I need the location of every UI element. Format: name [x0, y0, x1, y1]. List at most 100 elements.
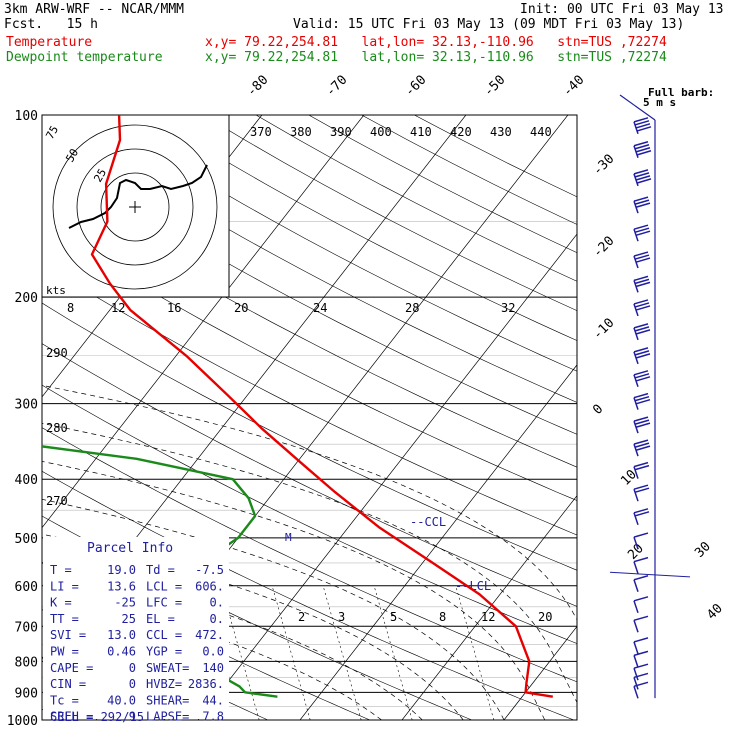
wind-barb	[633, 672, 649, 690]
speed-label: 16	[167, 301, 181, 315]
temperature-location: x,y= 79.22,254.81 lat,lon= 32.13,-110.96…	[205, 35, 667, 50]
dry-adiabat-360	[42, 224, 577, 501]
isotherm-30	[606, 115, 740, 720]
parcel-param-name: SVI =	[50, 628, 86, 642]
dry-adiabat-340	[42, 302, 577, 571]
mixing-ratio-line	[271, 585, 311, 720]
wind-barb	[633, 615, 649, 633]
parcel-param-value: -7.5	[195, 563, 224, 577]
barb-staff-top	[619, 94, 656, 121]
wind-barb	[633, 416, 651, 434]
wind-barb	[633, 347, 651, 365]
dry-adiabat-450	[361, 115, 577, 225]
wind-barb	[633, 508, 650, 526]
theta-label: 410	[410, 125, 432, 139]
moist-adiabat-20	[42, 498, 505, 720]
wind-barb	[633, 596, 649, 614]
dry-adiabat-320	[42, 384, 577, 644]
parcel-param-name: SHEAR=	[146, 693, 189, 707]
isotherm--40	[42, 115, 365, 529]
temperature-legend: Temperature	[6, 35, 93, 50]
hodograph-ring	[100, 172, 170, 242]
pressure-label: 300	[15, 398, 38, 413]
parcel-param-name: YGP =	[146, 645, 182, 659]
parcel-param-value: 19.0	[107, 563, 136, 577]
parcel-info-title: Parcel Info	[87, 541, 173, 556]
isotherm-label: 40	[704, 601, 726, 623]
wind-barb	[633, 299, 651, 317]
speed-label: 28	[405, 301, 419, 315]
hodograph-ring-label: 50	[63, 147, 81, 165]
theta-e-label: 290	[46, 346, 68, 360]
parcel-param-value: 0.	[210, 596, 224, 610]
wind-barb	[633, 117, 652, 135]
wind-barb	[633, 224, 651, 242]
wind-barb	[633, 275, 651, 293]
init-time: Init: 00 UTC Fri 03 May 13	[520, 2, 724, 17]
isotherm-label: -10	[590, 316, 617, 343]
wind-barb	[633, 650, 649, 668]
parcel-param-value: 140	[202, 661, 224, 675]
dry-adiabat-350	[42, 263, 577, 536]
wind-barb	[633, 141, 652, 158]
isotherm-label: 0	[590, 402, 606, 418]
plot-border	[41, 114, 578, 721]
hodograph-ring-label: 25	[91, 167, 109, 185]
parcel-param-name: Td =	[146, 563, 175, 577]
parcel-param-name: LFC =	[146, 596, 182, 610]
dry-adiabat-400	[97, 115, 577, 372]
mixing-ratio-label: 5	[390, 610, 397, 624]
moist-adiabat-32	[42, 384, 577, 621]
dry-adiabat-310	[42, 427, 577, 683]
isotherm-10	[401, 495, 577, 720]
wind-barb	[633, 370, 651, 388]
mixing-ratio-label: 20	[538, 610, 552, 624]
mixing-ratio-label: 3	[338, 610, 345, 624]
theta-label: 390	[330, 125, 352, 139]
isotherm-label: -20	[590, 234, 617, 261]
parcel-param-value: 2836.	[188, 677, 224, 691]
theta-label: 430	[490, 125, 512, 139]
parcel-param-value: 0.0	[202, 645, 224, 659]
isotherm-label: -80	[244, 73, 271, 100]
dry-adiabat-430	[255, 115, 577, 282]
parcel-cell: CELL = 292/15	[50, 710, 144, 724]
hodograph-ring	[52, 124, 218, 290]
mixing-ratio-label: 8	[439, 610, 446, 624]
parcel-param-value: 13.6	[107, 579, 136, 593]
pressure-label: 200	[15, 291, 38, 306]
dewpoint-location: x,y= 79.22,254.81 lat,lon= 32.13,-110.96…	[205, 50, 667, 65]
mixing-ratio-line	[322, 585, 362, 720]
parcel-info-box: Parcel Info T = 19.0 Td = -7.5 LI = 13.6 LCL =…	[43, 537, 229, 724]
isotherm--10	[197, 233, 577, 720]
wind-barb	[633, 575, 649, 593]
parcel-param-name: SREH =	[50, 710, 93, 724]
wind-barbs	[609, 94, 691, 699]
parcel-param-value: 13.0	[107, 628, 136, 642]
pressure-label: 400	[15, 473, 38, 488]
isotherm-label: 10	[618, 467, 640, 489]
speed-label: 8	[67, 301, 74, 315]
diagram-grid	[42, 115, 740, 720]
parcel-param-value: 40.0	[107, 693, 136, 707]
parcel-param-value: 0.46	[107, 645, 136, 659]
parcel-param-name: LI =	[50, 579, 79, 593]
dry-adiabat-370	[42, 186, 577, 468]
parcel-param-name: CCL =	[146, 628, 182, 642]
parcel-param-value: 7.8	[202, 710, 224, 724]
dry-adiabat-390	[44, 115, 577, 403]
dry-adiabat-420	[203, 115, 577, 311]
theta-label: 380	[290, 125, 312, 139]
wind-barb	[633, 439, 651, 457]
theta-label: 400	[370, 125, 392, 139]
parcel-param-name: CAPE =	[50, 661, 93, 675]
hodograph-ring-label: 75	[43, 124, 61, 142]
parcel-param-value: 472.	[195, 628, 224, 642]
parcel-param-name: T =	[50, 563, 72, 577]
pressure-label: 700	[15, 620, 38, 635]
temperature-trace	[90, 115, 553, 698]
ccl-annotation: --CCL	[410, 515, 446, 529]
isotherm-20	[503, 625, 577, 720]
speed-label: 12	[111, 301, 125, 315]
